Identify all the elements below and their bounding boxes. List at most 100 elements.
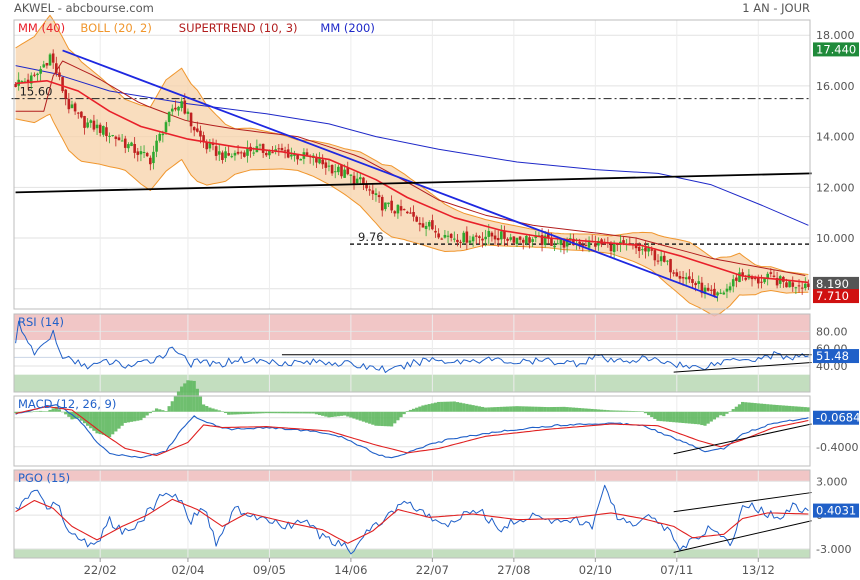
macd-histogram-bar	[437, 401, 441, 412]
candle-body	[164, 122, 168, 133]
candle-body	[775, 277, 779, 286]
candle-body	[208, 143, 212, 149]
candle-body	[456, 239, 459, 243]
y-tick-label: -0.4000	[816, 441, 858, 454]
macd-histogram-bar	[101, 411, 105, 435]
macd-histogram-bar	[593, 409, 597, 412]
candle-body	[678, 276, 682, 279]
candle-body	[321, 159, 324, 165]
y-tick-label: 18.000	[816, 29, 855, 42]
macd-histogram-bar	[778, 405, 782, 412]
candle-body	[744, 277, 748, 280]
macd-histogram-bar	[490, 407, 494, 412]
macd-histogram-bar	[552, 406, 557, 412]
x-tick-label: 22/02	[84, 563, 117, 577]
candle-body	[424, 225, 428, 230]
candle-body	[277, 148, 281, 150]
candle-body	[421, 223, 425, 228]
macd-histogram-bar	[117, 411, 121, 429]
candle-body	[559, 239, 563, 245]
candle-body	[365, 183, 368, 189]
macd-histogram-bar	[443, 401, 447, 412]
macd-histogram-bar	[678, 411, 682, 423]
macd-histogram-bar	[772, 404, 776, 412]
macd-histogram-bar	[158, 409, 162, 412]
macd-histogram-bar	[465, 403, 469, 412]
candle-body	[440, 238, 444, 240]
macd-histogram-bar	[42, 411, 46, 412]
macd-histogram-bar	[374, 411, 378, 426]
candle-body	[515, 237, 519, 245]
macd-histogram-bar	[637, 411, 641, 412]
pgo-panel-frame	[13, 469, 811, 559]
candle-body	[659, 256, 663, 262]
macd-histogram-bar	[92, 411, 96, 431]
candle-body	[268, 150, 271, 156]
candle-body	[227, 153, 230, 156]
candle-body	[177, 106, 180, 111]
macd-histogram-bar	[706, 411, 710, 424]
macd-histogram-bar	[631, 411, 635, 412]
candle-body	[189, 112, 193, 127]
last-value-label: 17.440	[816, 42, 856, 56]
macd-histogram-bar	[396, 411, 400, 421]
candle-body	[102, 125, 105, 135]
candle-body	[641, 249, 644, 251]
macd-histogram-bar	[433, 402, 438, 412]
candle-body	[380, 196, 384, 211]
macd-histogram-bar	[800, 406, 804, 412]
macd-histogram-bar	[183, 383, 187, 412]
chart-title: AKWEL - abcbourse.com	[14, 1, 154, 15]
candle-body	[36, 73, 39, 76]
candle-body	[387, 202, 390, 205]
macd-histogram-bar	[537, 406, 541, 412]
candle-body	[117, 137, 121, 141]
macd-histogram-bar	[762, 403, 767, 412]
macd-histogram-bar	[737, 404, 742, 412]
macd-histogram-bar	[797, 406, 801, 412]
candle-body	[612, 242, 616, 252]
candle-body	[738, 272, 741, 283]
candle-body	[753, 277, 757, 279]
candle-body	[540, 235, 544, 245]
macd-histogram-bar	[327, 411, 331, 418]
x-tick-label: 13/12	[742, 563, 775, 577]
candle-body	[61, 77, 64, 92]
macd-histogram-bar	[618, 410, 623, 412]
candle-body	[142, 152, 146, 154]
macd-histogram-bar	[252, 411, 256, 414]
candle-body	[725, 288, 729, 292]
macd-histogram-bar	[164, 411, 168, 412]
macd-histogram-bar	[734, 406, 738, 412]
macd-histogram-bar	[527, 406, 532, 412]
macd-histogram-bar	[380, 411, 384, 427]
candle-body	[108, 135, 111, 137]
candle-body	[111, 135, 115, 137]
candle-body	[503, 230, 506, 239]
macd-histogram-bar	[653, 411, 657, 419]
macd-histogram-bar	[722, 411, 726, 417]
macd-histogram-bar	[13, 411, 18, 414]
candle-body	[202, 135, 205, 143]
candle-body	[224, 151, 227, 159]
candle-body	[581, 245, 585, 247]
macd-histogram-bar	[129, 411, 134, 422]
macd-histogram-bar	[223, 411, 228, 414]
candle-body	[484, 236, 487, 240]
macd-histogram-bar	[784, 405, 789, 412]
macd-histogram-bar	[377, 411, 381, 426]
candle-body	[791, 282, 795, 287]
candle-body	[669, 259, 672, 273]
candle-body	[327, 165, 331, 167]
macd-histogram-bar	[386, 411, 391, 427]
macd-histogram-bar	[452, 401, 456, 412]
macd-histogram-bar	[264, 411, 268, 414]
macd-histogram-bar	[806, 407, 811, 412]
macd-histogram-bar	[609, 410, 613, 412]
macd-histogram-bar	[418, 406, 422, 412]
macd-histogram-bar	[139, 411, 143, 421]
candle-body	[174, 107, 177, 110]
candle-body	[230, 156, 234, 158]
macd-histogram-bar	[471, 405, 475, 412]
